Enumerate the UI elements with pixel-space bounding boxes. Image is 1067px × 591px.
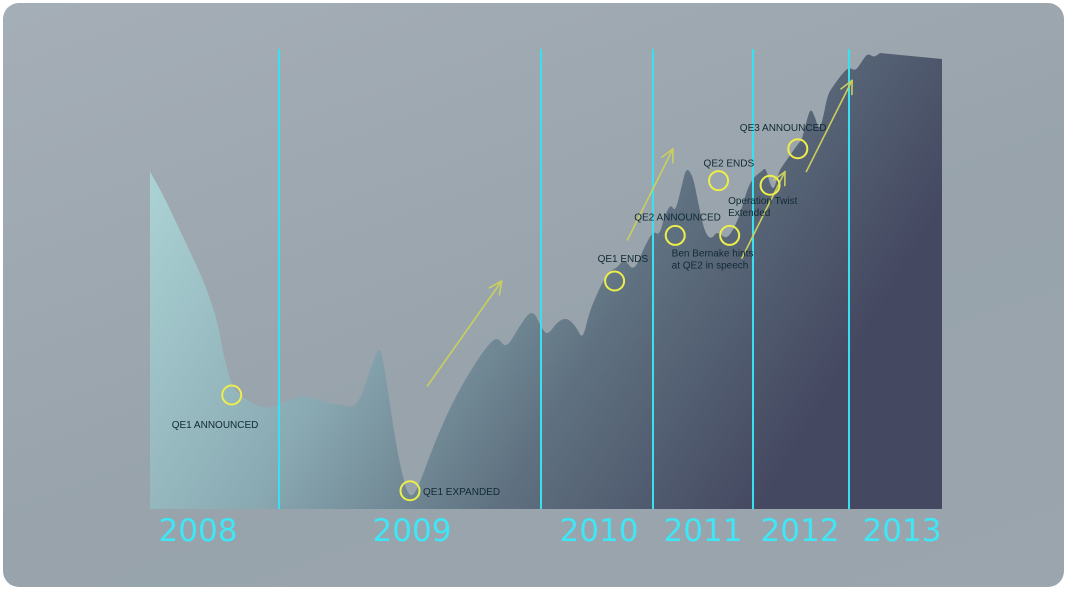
area-chart: QE1 ANNOUNCED QE1 EXPANDED QE1 ENDS QE2 ANN… — [150, 49, 942, 549]
event-label: Ben Bernake hints at QE2 in speech — [672, 248, 754, 271]
event-label: QE1 EXPANDED — [423, 487, 500, 498]
year-label: 2013 — [863, 513, 942, 549]
event-label: QE3 ANNOUNCED — [740, 123, 827, 134]
trend-arrow — [426, 280, 503, 387]
event-label: QE1 ANNOUNCED — [172, 420, 259, 431]
year-dividers — [278, 49, 850, 509]
event-marker — [664, 224, 686, 246]
event-marker — [399, 480, 421, 502]
event-labels: QE1 ANNOUNCED QE1 EXPANDED QE1 ENDS QE2 ANN… — [172, 123, 827, 498]
event-marker — [708, 170, 730, 192]
event-marker — [221, 384, 243, 406]
trend-arrows — [426, 79, 853, 387]
event-marker — [604, 270, 626, 292]
trend-arrow — [741, 170, 786, 259]
event-label: Operation Twist Extended — [728, 196, 798, 219]
event-label: QE1 ENDS — [598, 254, 649, 265]
year-label: 2008 — [159, 513, 238, 549]
event-marker — [759, 174, 781, 196]
event-marker — [787, 138, 809, 160]
area-series — [150, 53, 942, 509]
year-label: 2009 — [373, 513, 452, 549]
year-label: 2011 — [664, 513, 743, 549]
trend-arrow — [805, 79, 853, 173]
event-marker — [719, 224, 741, 246]
event-label: QE2 ANNOUNCED — [634, 212, 721, 223]
area-layer — [150, 53, 942, 509]
event-markers — [221, 138, 809, 502]
chart-panel: QE1 ANNOUNCED QE1 EXPANDED QE1 ENDS QE2 ANN… — [3, 3, 1064, 587]
year-label: 2010 — [560, 513, 639, 549]
event-label: QE2 ENDS — [704, 159, 755, 170]
year-label: 2012 — [761, 513, 840, 549]
year-labels: 2008 2009 2010 2011 2012 2013 — [159, 513, 942, 549]
trend-arrow — [626, 147, 674, 241]
